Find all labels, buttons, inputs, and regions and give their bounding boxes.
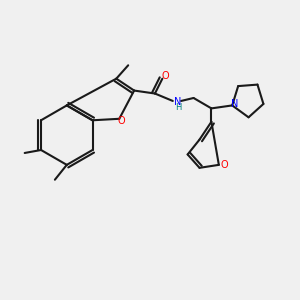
Text: O: O [118, 116, 125, 126]
Text: N: N [174, 98, 182, 107]
Text: H: H [175, 103, 181, 112]
Text: N: N [231, 99, 238, 109]
Text: O: O [161, 71, 169, 81]
Text: O: O [220, 160, 228, 170]
